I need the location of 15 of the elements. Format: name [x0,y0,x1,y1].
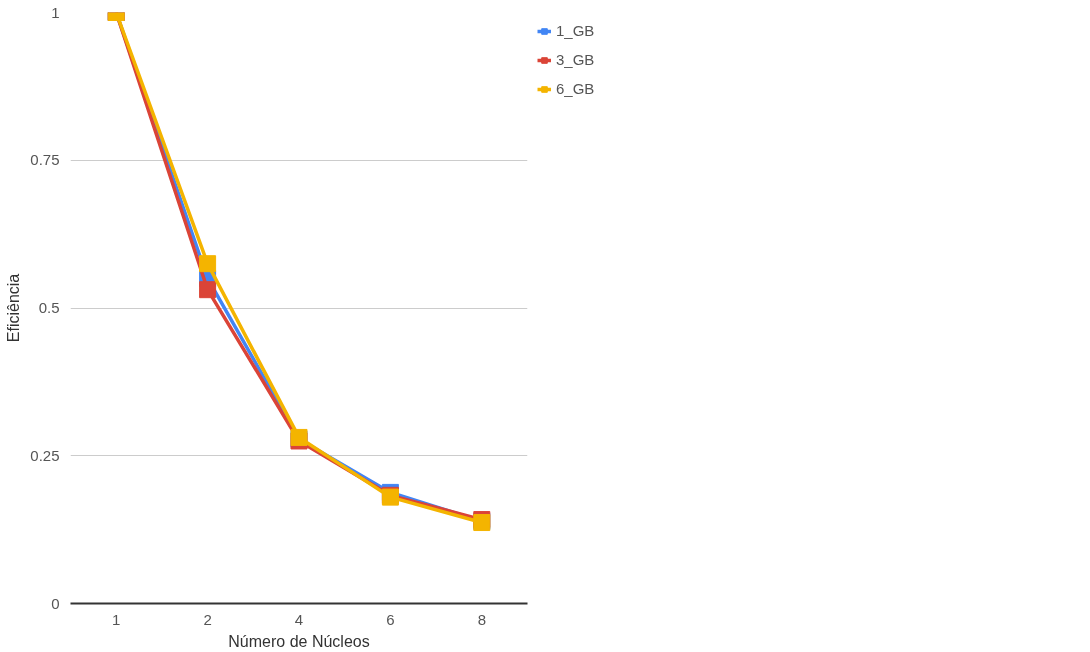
y-tick-label: 0.25 [30,446,60,464]
x-tick-label: 6 [386,610,395,628]
y-tick-label: 0 [51,594,60,612]
x-tick-label: 4 [294,610,304,628]
y-axis-title: Eficiência [5,273,23,343]
x-tick-label: 1 [112,610,121,628]
y-tick-label: 0.5 [38,299,60,316]
x-tick-label: 2 [203,610,212,628]
y-tick-label: 0.75 [30,151,60,169]
x-tick-label: 8 [477,610,486,628]
y-tick-label: 1 [51,3,60,21]
legend-label: 3_GB [556,51,595,68]
x-axis-title: Número de Núcleos [228,632,370,650]
legend-label: 6_GB [556,80,595,97]
legend-label: 1_GB [556,22,595,39]
